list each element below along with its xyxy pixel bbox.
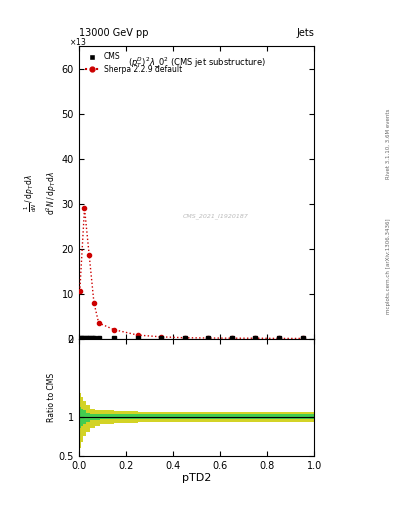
- Text: $(p_T^D)^2\lambda\_0^2$ (CMS jet substructure): $(p_T^D)^2\lambda\_0^2$ (CMS jet substru…: [128, 55, 265, 70]
- Text: $\times$13: $\times$13: [69, 36, 86, 47]
- Y-axis label: Ratio to CMS: Ratio to CMS: [47, 373, 55, 422]
- Y-axis label: $\frac{1}{\mathrm{d}N}\,/\,\mathrm{d}p_T\,\mathrm{d}\lambda$
$\mathrm{d}^2 N\,/\: $\frac{1}{\mathrm{d}N}\,/\,\mathrm{d}p_T…: [23, 170, 59, 215]
- Text: mcplots.cern.ch [arXiv:1306.3436]: mcplots.cern.ch [arXiv:1306.3436]: [386, 219, 391, 314]
- X-axis label: pTD2: pTD2: [182, 473, 211, 483]
- Text: 13000 GeV pp: 13000 GeV pp: [79, 28, 148, 38]
- Text: Rivet 3.1.10, 3.6M events: Rivet 3.1.10, 3.6M events: [386, 108, 391, 179]
- Text: CMS_2021_I1920187: CMS_2021_I1920187: [182, 213, 248, 219]
- Legend: CMS, Sherpa 2.2.9 default: CMS, Sherpa 2.2.9 default: [83, 50, 184, 76]
- Text: Jets: Jets: [297, 28, 314, 38]
